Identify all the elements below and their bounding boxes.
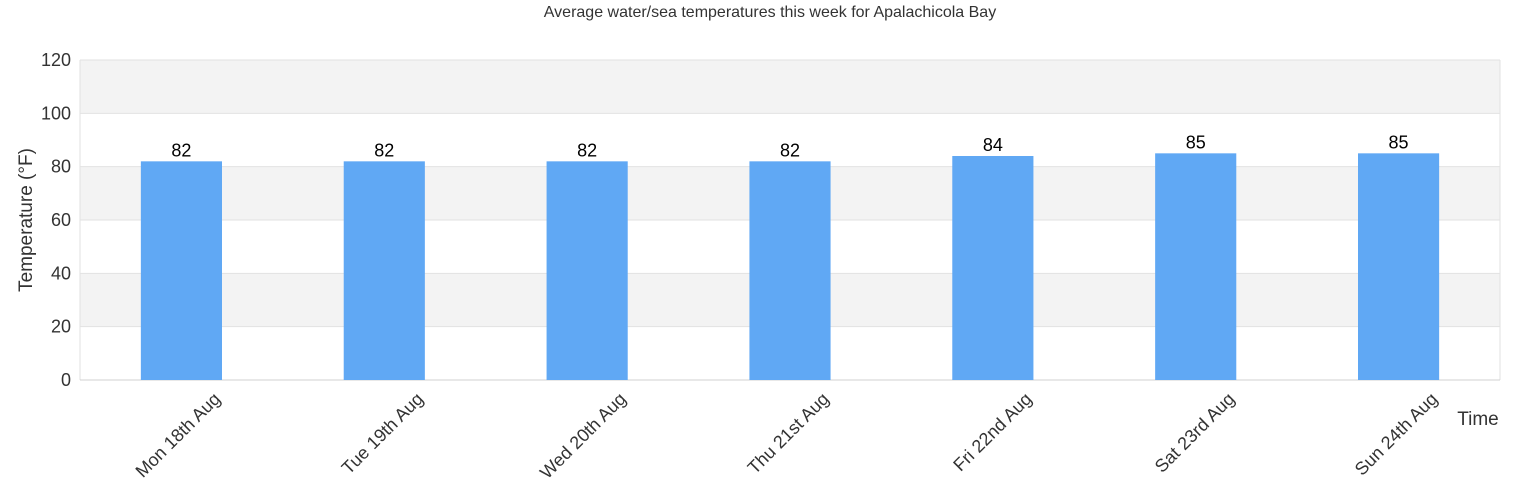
y-tick-label: 120 — [41, 50, 71, 70]
y-axis-ticks: 0 20 40 60 80 100 120 — [41, 50, 71, 390]
y-axis-label: Temperature (°F) — [16, 148, 37, 292]
x-tick-label: Sat 23rd Aug — [1151, 389, 1239, 477]
x-tick-label: Wed 20th Aug — [536, 389, 630, 483]
bar-value-label: 82 — [577, 140, 597, 160]
data-labels: 82 82 82 82 84 85 85 — [171, 132, 1408, 160]
bar-value-label: 82 — [374, 140, 394, 160]
bar — [343, 161, 425, 380]
bar — [952, 156, 1034, 380]
bar — [546, 161, 628, 380]
background-band — [80, 60, 1500, 114]
x-tick-label: Sun 24th Aug — [1351, 389, 1442, 480]
bars — [140, 153, 1440, 380]
x-tick-label: Tue 19th Aug — [338, 389, 427, 478]
x-axis-ticks: Mon 18th Aug Tue 19th Aug Wed 20th Aug Thu … — [132, 389, 1442, 483]
y-tick-label: 40 — [51, 263, 71, 283]
bar-value-label: 85 — [1389, 132, 1409, 152]
bar — [1155, 153, 1237, 380]
chart-title: Average water/sea temperatures this week… — [544, 4, 996, 21]
bar-value-label: 82 — [171, 140, 191, 160]
bar-value-label: 85 — [1186, 132, 1206, 152]
y-tick-label: 0 — [61, 370, 71, 390]
x-axis-label: Time — [1457, 409, 1499, 430]
bar-value-label: 82 — [780, 140, 800, 160]
y-tick-label: 60 — [51, 210, 71, 230]
x-tick-label: Thu 21st Aug — [744, 389, 833, 478]
y-tick-label: 20 — [51, 317, 71, 337]
x-tick-label: Mon 18th Aug — [132, 389, 225, 482]
bar-value-label: 84 — [983, 135, 1003, 155]
y-tick-label: 100 — [41, 103, 71, 123]
x-tick-label: Fri 22nd Aug — [949, 389, 1035, 475]
bar — [1358, 153, 1440, 380]
bar — [140, 161, 222, 380]
y-tick-label: 80 — [51, 157, 71, 177]
bar — [749, 161, 831, 380]
